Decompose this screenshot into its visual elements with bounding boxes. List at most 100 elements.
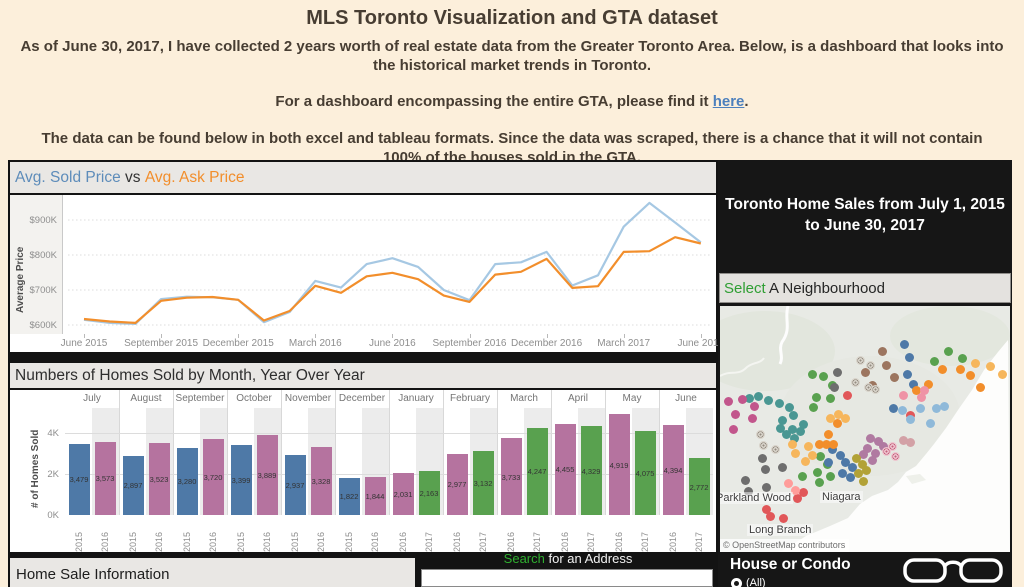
neighbourhood-dot[interactable] — [870, 448, 880, 458]
neighbourhood-dot[interactable] — [833, 409, 843, 419]
neighbourhood-dot[interactable] — [797, 471, 807, 481]
neighbourhood-dot[interactable] — [781, 429, 791, 439]
neighbourhood-dot[interactable] — [787, 424, 797, 434]
neighbourhood-dot[interactable] — [723, 396, 733, 406]
neighbourhood-dot[interactable] — [795, 426, 805, 436]
neighbourhood-dot[interactable] — [955, 364, 965, 374]
neighbourhood-dot[interactable] — [862, 443, 872, 453]
neighbourhood-dot[interactable] — [823, 429, 833, 439]
neighbourhood-dot[interactable] — [815, 451, 825, 461]
search-address-input[interactable] — [421, 569, 713, 587]
neighbourhood-dot[interactable] — [865, 360, 875, 370]
neighbourhood-dot[interactable] — [899, 339, 909, 349]
bar-march-2016[interactable] — [500, 438, 522, 515]
neighbourhood-dot[interactable] — [845, 472, 855, 482]
bar-march-2017[interactable] — [526, 427, 548, 515]
neighbourhood-dot[interactable] — [919, 385, 929, 395]
neighbourhood-dot[interactable] — [904, 352, 914, 362]
neighbourhood-dot[interactable] — [744, 393, 754, 403]
neighbourhood-dot[interactable] — [777, 462, 787, 472]
neighbourhood-dot[interactable] — [865, 433, 875, 443]
neighbourhood-dot[interactable] — [897, 405, 907, 415]
neighbourhood-dot[interactable] — [774, 398, 784, 408]
neighbourhood-dot[interactable] — [840, 413, 850, 423]
neighbourhood-dot[interactable] — [858, 449, 868, 459]
neighbourhood-dot[interactable] — [997, 369, 1007, 379]
neighbourhood-dot[interactable] — [890, 451, 900, 461]
neighbourhood-dot[interactable] — [789, 433, 799, 443]
bar-may-2016[interactable] — [608, 414, 630, 515]
neighbourhood-dot[interactable] — [807, 369, 817, 379]
bar-october-2016[interactable] — [256, 435, 278, 515]
radio-all-button[interactable] — [731, 577, 742, 587]
line-series-sold[interactable] — [83, 201, 702, 325]
neighbourhood-dot[interactable] — [827, 444, 837, 454]
neighbourhood-dot[interactable] — [728, 424, 738, 434]
bar-june-2016[interactable] — [662, 424, 684, 515]
neighbourhood-dot[interactable] — [765, 511, 775, 521]
neighbourhood-dot[interactable] — [760, 464, 770, 474]
neighbourhood-dot[interactable] — [800, 456, 810, 466]
neighbourhood-dot[interactable] — [881, 446, 891, 456]
neighbourhood-dot[interactable] — [818, 371, 828, 381]
bar-february-2016[interactable] — [446, 453, 468, 515]
neighbourhood-dot[interactable] — [747, 413, 757, 423]
neighbourhood-dot[interactable] — [858, 476, 868, 486]
neighbourhood-dot[interactable] — [798, 419, 808, 429]
line-chart-plot[interactable] — [62, 195, 714, 334]
bar-december-2015[interactable] — [338, 477, 360, 515]
neighbourhood-dot[interactable] — [925, 418, 935, 428]
neighbourhood-dot[interactable] — [775, 423, 785, 433]
neighbourhood-dot[interactable] — [758, 440, 768, 450]
bar-april-2016[interactable] — [554, 423, 576, 515]
neighbourhood-dot[interactable] — [737, 394, 747, 404]
neighbourhood-dot[interactable] — [787, 439, 797, 449]
bar-december-2016[interactable] — [364, 477, 386, 515]
neighbourhood-dot[interactable] — [943, 346, 953, 356]
neighbourhood-dot[interactable] — [985, 361, 995, 371]
neighbourhood-dot[interactable] — [877, 346, 887, 356]
neighbourhood-dot[interactable] — [755, 429, 765, 439]
neighbourhood-dot[interactable] — [902, 369, 912, 379]
neighbourhood-dot[interactable] — [798, 487, 808, 497]
line-series-ask[interactable] — [83, 236, 702, 324]
neighbourhood-dot[interactable] — [965, 370, 975, 380]
neighbourhood-dot[interactable] — [749, 401, 759, 411]
bar-april-2017[interactable] — [580, 426, 602, 515]
neighbourhood-dot[interactable] — [887, 441, 897, 451]
bar-july-2016[interactable] — [94, 441, 116, 515]
neighbourhood-dot[interactable] — [916, 392, 926, 402]
neighbourhood-dot[interactable] — [743, 486, 753, 496]
neighbourhood-dot[interactable] — [812, 467, 822, 477]
neighbourhood-dot[interactable] — [898, 435, 908, 445]
gta-dashboard-link[interactable]: here — [712, 93, 745, 110]
bar-june-2017[interactable] — [688, 458, 710, 515]
neighbourhood-dot[interactable] — [770, 444, 780, 454]
neighbourhood-dot[interactable] — [957, 353, 967, 363]
neighbourhood-dot[interactable] — [937, 364, 947, 374]
neighbourhood-dot[interactable] — [837, 468, 847, 478]
neighbourhood-dot[interactable] — [740, 475, 750, 485]
neighbourhood-dot[interactable] — [814, 439, 824, 449]
neighbourhood-dot[interactable] — [939, 401, 949, 411]
neighbourhood-dot[interactable] — [853, 468, 863, 478]
bar-january-2017[interactable] — [418, 470, 440, 515]
neighbourhood-dot[interactable] — [850, 377, 860, 387]
neighbourhood-dot[interactable] — [832, 367, 842, 377]
neighbourhood-dot[interactable] — [832, 418, 842, 428]
neighbourhood-dot[interactable] — [847, 462, 857, 472]
neighbourhood-dot[interactable] — [761, 482, 771, 492]
neighbourhood-dot[interactable] — [923, 379, 933, 389]
neighbourhood-dot[interactable] — [792, 493, 802, 503]
neighbourhood-dot[interactable] — [835, 450, 845, 460]
neighbourhood-dot[interactable] — [889, 372, 899, 382]
neighbourhood-dot[interactable] — [821, 439, 831, 449]
neighbourhood-dot[interactable] — [929, 356, 939, 366]
neighbourhood-dot[interactable] — [888, 403, 898, 413]
neighbourhood-dot[interactable] — [730, 409, 740, 419]
neighbourhood-dot[interactable] — [861, 465, 871, 475]
neighbourhood-dot[interactable] — [811, 392, 821, 402]
neighbourhood-map[interactable]: Parkland Wood Niagara Long Branch © OpenSt… — [720, 306, 1010, 552]
neighbourhood-dot[interactable] — [757, 453, 767, 463]
neighbourhood-dot[interactable] — [763, 395, 773, 405]
